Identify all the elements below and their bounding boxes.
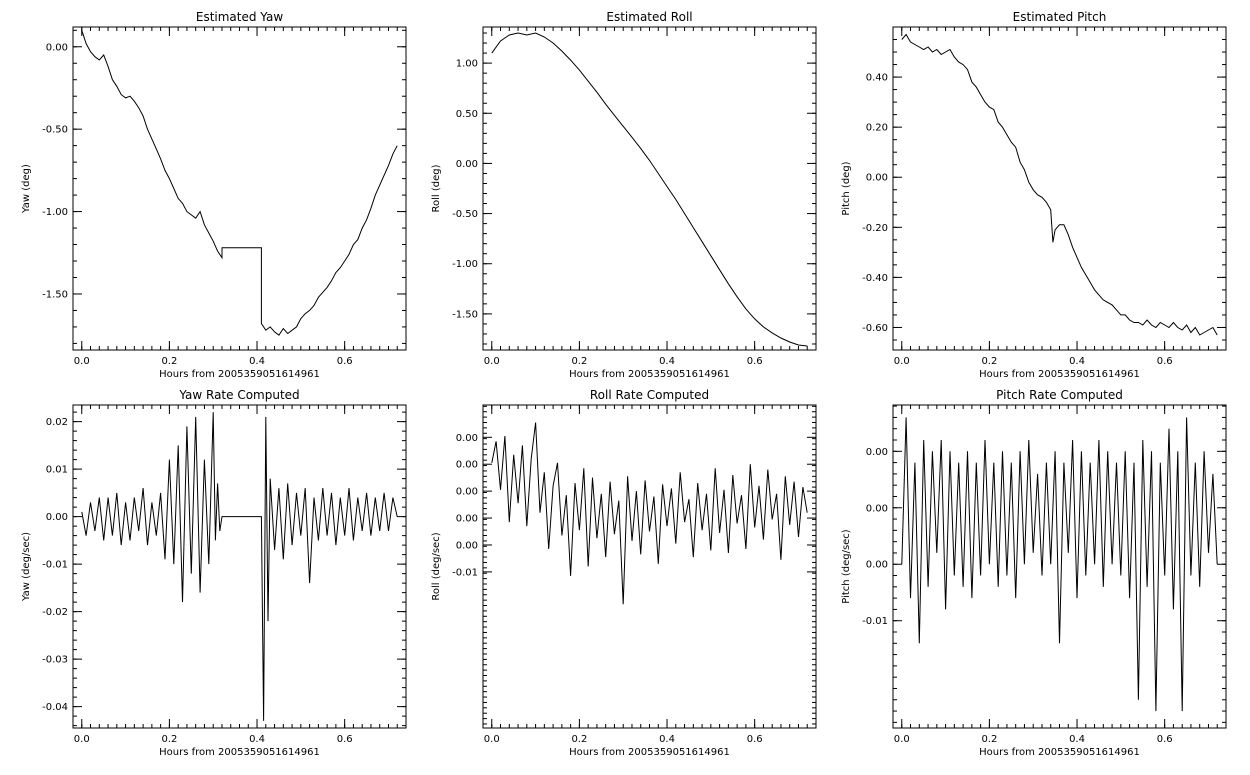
x-tick-label: 0.4 <box>1069 734 1085 745</box>
x-axis-label: Hours from 2005359051614961 <box>159 369 320 380</box>
x-tick-label: 0.0 <box>74 734 90 745</box>
y-tick-label: 1.00 <box>456 59 478 70</box>
y-tick-label: -0.03 <box>42 655 68 666</box>
y-axis-label: Roll (deg) <box>431 164 442 212</box>
y-tick-label: -0.01 <box>862 616 888 627</box>
x-tick-label: 0.0 <box>484 356 500 367</box>
y-tick-label: -1.00 <box>452 259 478 270</box>
x-tick-label: 0.0 <box>894 734 910 745</box>
x-axis-label: Hours from 2005359051614961 <box>159 747 320 758</box>
chart-title: Estimated Pitch <box>1013 10 1107 24</box>
x-tick-label: 0.6 <box>337 356 353 367</box>
x-axis-label: Hours from 2005359051614961 <box>569 369 730 380</box>
x-tick-label: 0.4 <box>659 356 675 367</box>
panels: Estimated Yaw Hours from 2005359051614961… <box>21 10 1227 758</box>
x-tick-label: 0.6 <box>1157 356 1173 367</box>
chart-panel: Roll Rate Computed Hours from 20053590516… <box>431 388 817 758</box>
series-line <box>901 33 1218 336</box>
y-tick-label: 0.00 <box>456 487 478 498</box>
x-tick-label: 0.2 <box>571 356 587 367</box>
x-tick-label: 0.2 <box>161 356 177 367</box>
y-tick-label: 0.00 <box>866 503 888 514</box>
series-line <box>81 30 398 336</box>
y-tick-label: 0.20 <box>866 123 888 134</box>
x-tick-label: 0.2 <box>981 356 997 367</box>
x-tick-label: 0.6 <box>747 734 763 745</box>
chart-panel: Estimated Pitch Hours from 20053590516149… <box>841 10 1227 380</box>
y-tick-label: -1.00 <box>42 207 68 218</box>
chart-panel: Estimated Yaw Hours from 2005359051614961… <box>21 10 407 380</box>
y-tick-label: -0.50 <box>452 209 478 220</box>
y-tick-label: 0.00 <box>456 460 478 471</box>
y-tick-label: -0.40 <box>862 273 888 284</box>
y-tick-label: 0.00 <box>866 447 888 458</box>
chart-title: Estimated Yaw <box>196 10 283 24</box>
x-tick-label: 0.0 <box>484 734 500 745</box>
y-tick-label: -0.04 <box>42 702 68 713</box>
x-tick-label: 0.6 <box>1157 734 1173 745</box>
y-tick-label: -1.50 <box>452 309 478 320</box>
x-axis-label: Hours from 2005359051614961 <box>979 369 1140 380</box>
chart-panel: Estimated Roll Hours from 200535905161496… <box>431 10 817 380</box>
y-tick-label: 0.00 <box>866 560 888 571</box>
x-tick-label: 0.2 <box>571 734 587 745</box>
x-tick-label: 0.6 <box>337 734 353 745</box>
x-tick-label: 0.2 <box>981 734 997 745</box>
y-tick-label: 0.00 <box>46 42 68 53</box>
series-line <box>491 32 808 347</box>
x-tick-label: 0.4 <box>249 734 265 745</box>
x-tick-label: 0.6 <box>747 356 763 367</box>
chart-panel: Pitch Rate Computed Hours from 2005359051… <box>841 388 1227 758</box>
series-line <box>81 412 398 721</box>
chart-title: Pitch Rate Computed <box>996 388 1123 402</box>
y-tick-label: -0.60 <box>862 323 888 334</box>
x-tick-label: 0.2 <box>161 734 177 745</box>
x-tick-label: 0.4 <box>249 356 265 367</box>
y-axis-label: Pitch (deg) <box>841 161 852 215</box>
y-tick-label: -0.50 <box>42 125 68 136</box>
y-tick-label: -1.50 <box>42 289 68 300</box>
x-axis-label: Hours from 2005359051614961 <box>979 747 1140 758</box>
x-tick-label: 0.0 <box>894 356 910 367</box>
chart-title: Roll Rate Computed <box>590 388 709 402</box>
x-axis-label: Hours from 2005359051614961 <box>569 747 730 758</box>
y-tick-label: 0.40 <box>866 73 888 84</box>
chart-panel: Yaw Rate Computed Hours from 200535905161… <box>21 388 407 758</box>
y-tick-label: 0.00 <box>46 512 68 523</box>
y-tick-label: 0.50 <box>456 109 478 120</box>
y-tick-label: 0.01 <box>46 465 68 476</box>
y-tick-label: 0.00 <box>456 514 478 525</box>
series-line <box>901 417 1218 712</box>
y-tick-label: 0.00 <box>866 173 888 184</box>
y-tick-label: 0.02 <box>46 417 68 428</box>
x-tick-label: 0.4 <box>659 734 675 745</box>
y-tick-label: 0.00 <box>456 433 478 444</box>
y-axis-label: Roll (deg/sec) <box>431 532 442 600</box>
y-axis-label: Yaw (deg) <box>21 164 32 214</box>
y-tick-label: -0.20 <box>862 223 888 234</box>
series-line <box>491 422 808 605</box>
chart-title: Estimated Roll <box>606 10 692 24</box>
y-tick-label: -0.01 <box>452 567 478 578</box>
x-tick-label: 0.0 <box>74 356 90 367</box>
y-tick-label: -0.02 <box>42 607 68 618</box>
x-tick-label: 0.4 <box>1069 356 1085 367</box>
y-tick-label: 0.00 <box>456 540 478 551</box>
y-axis-label: Pitch (deg/sec) <box>841 529 852 604</box>
y-tick-label: -0.01 <box>42 560 68 571</box>
chart-title: Yaw Rate Computed <box>178 388 299 402</box>
y-axis-label: Yaw (deg/sec) <box>21 532 32 602</box>
y-tick-label: 0.00 <box>456 159 478 170</box>
